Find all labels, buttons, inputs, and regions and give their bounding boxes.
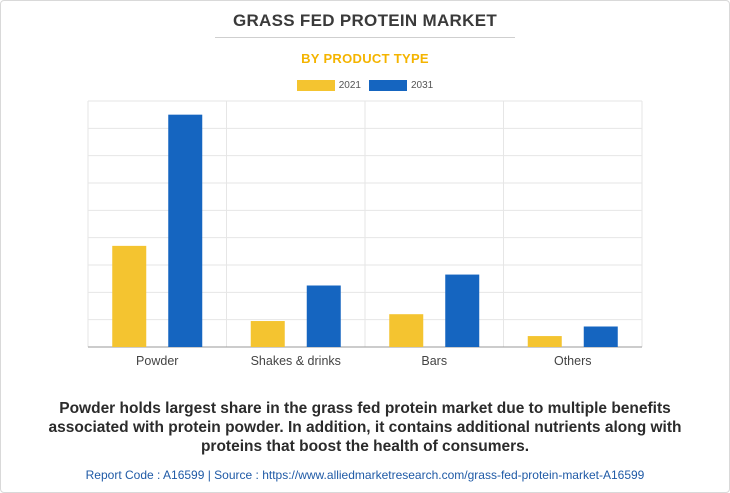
- legend-label-2021: 2021: [338, 80, 361, 91]
- legend-label-2031: 2031: [411, 80, 434, 91]
- legend-item-2031: 2031: [369, 80, 433, 91]
- x-tick-label: Others: [554, 354, 592, 368]
- bar-2031-1: [306, 285, 341, 347]
- legend-swatch-2021: [296, 80, 335, 91]
- bar-2021-0: [112, 245, 147, 347]
- chart-subtitle: BY PRODUCT TYPE: [301, 51, 429, 66]
- bar-2031-3: [583, 326, 618, 347]
- chart-title: GRASS FED PROTEIN MARKET: [232, 11, 498, 30]
- title-divider: [215, 37, 515, 38]
- x-tick-label: Powder: [136, 354, 178, 368]
- chart-caption: Powder holds largest share in the grass …: [48, 400, 682, 455]
- x-tick-label: Shakes & drinks: [251, 354, 341, 368]
- chart-legend: 2021 2031: [0, 80, 730, 91]
- bar-2031-0: [168, 114, 203, 348]
- report-source-footer: Report Code : A16599 | Source : https://…: [85, 468, 645, 482]
- bar-2031-2: [445, 274, 480, 347]
- legend-swatch-2031: [369, 80, 407, 91]
- bar-chart: Powder Shakes & drinks Bars Others: [87, 100, 643, 368]
- x-tick-label: Bars: [421, 354, 447, 368]
- bar-2021-2: [389, 314, 424, 347]
- bar-2021-3: [527, 336, 562, 347]
- bar-2021-1: [250, 321, 285, 347]
- legend-item-2021: 2021: [296, 80, 361, 91]
